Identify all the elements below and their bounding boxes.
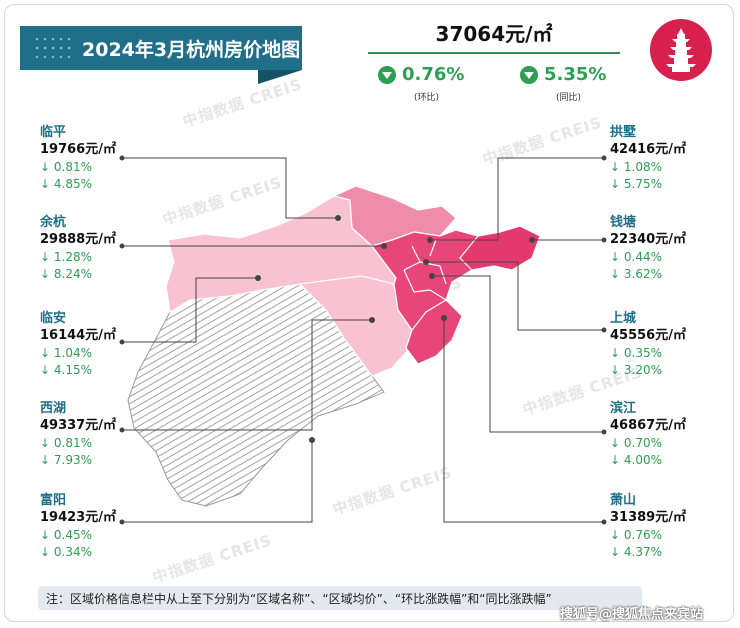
district-mom: ↓ 0.81% — [40, 160, 92, 174]
district-yoy: ↓ 4.15% — [40, 363, 92, 377]
district-name: 上城 — [610, 311, 637, 326]
mom-value: 0.76% — [402, 64, 465, 85]
leader-gongshu — [430, 157, 604, 241]
marker-linan-label — [119, 339, 125, 345]
marker-xiaoshan — [441, 315, 447, 321]
yoy-value: 5.35% — [544, 64, 607, 85]
district-yoy: ↓ 8.24% — [40, 267, 92, 281]
chart-frame — [4, 4, 734, 622]
marker-fuyang-label — [119, 519, 125, 525]
district-price: 22340元/㎡ — [610, 232, 686, 247]
marker-xiaoshan-label — [601, 519, 607, 525]
district-price: 49337元/㎡ — [40, 418, 116, 433]
district-yoy: ↓ 5.75% — [610, 177, 662, 191]
district-label-qiantang: 钱塘 22340元/㎡ ↓ 0.44% ↓ 3.62% — [610, 214, 720, 283]
district-mom: ↓ 1.08% — [610, 160, 662, 174]
marker-xihu — [369, 317, 375, 323]
leader-shangcheng — [426, 261, 604, 331]
marker-linping-label — [119, 155, 125, 161]
district-label-linping: 临平 19766元/㎡ ↓ 0.81% ↓ 4.85% — [40, 124, 150, 193]
district-price: 19766元/㎡ — [40, 142, 116, 157]
district-name: 临安 — [40, 311, 67, 326]
district-name: 滨江 — [610, 401, 637, 416]
district-yoy: ↓ 4.85% — [40, 177, 92, 191]
district-price: 42416元/㎡ — [610, 142, 686, 157]
marker-shangcheng — [423, 259, 429, 265]
district-mom: ↓ 0.44% — [610, 250, 662, 264]
district-name: 临平 — [40, 125, 67, 140]
leader-linan — [122, 277, 258, 343]
decor-dots-icon — [35, 37, 71, 59]
marker-gongshu-label — [601, 155, 607, 161]
district-label-linan: 临安 16144元/㎡ ↓ 1.04% ↓ 4.15% — [40, 310, 150, 379]
district-label-binjiang: 滨江 46867元/㎡ ↓ 0.70% ↓ 4.00% — [610, 400, 720, 469]
district-price: 29888元/㎡ — [40, 232, 116, 247]
marker-binjiang — [429, 273, 435, 279]
district-price: 16144元/㎡ — [40, 328, 116, 343]
footnote-box: 注：区域价格信息栏中从上至下分别为“区域名称”、“区域均价”、“环比涨跌幅”和“… — [38, 586, 642, 610]
marker-yuhang — [381, 243, 387, 249]
district-mom: ↓ 1.04% — [40, 346, 92, 360]
leader-fuyang — [122, 440, 313, 523]
marker-shangcheng-label — [601, 327, 607, 333]
district-mom: ↓ 0.70% — [610, 436, 662, 450]
down-arrow-icon — [520, 66, 538, 84]
district-name: 萧山 — [610, 493, 637, 508]
district-yoy: ↓ 4.37% — [610, 545, 662, 559]
district-label-xihu: 西湖 49337元/㎡ ↓ 0.81% ↓ 7.93% — [40, 400, 150, 469]
district-yoy: ↓ 7.93% — [40, 453, 92, 467]
district-label-xiaoshan: 萧山 31389元/㎡ ↓ 0.76% ↓ 4.37% — [610, 492, 720, 561]
title-banner: 2024年3月杭州房价地图 — [20, 26, 320, 84]
district-price: 46867元/㎡ — [610, 418, 686, 433]
marker-gongshu — [427, 237, 433, 243]
marker-qiantang-label — [601, 237, 607, 243]
district-yoy: ↓ 3.20% — [610, 363, 662, 377]
leader-xiaoshan — [443, 318, 604, 523]
district-yoy: ↓ 4.00% — [610, 453, 662, 467]
district-yoy: ↓ 0.34% — [40, 545, 92, 559]
leader-xihu — [122, 319, 372, 431]
region-qiantang — [459, 225, 541, 271]
region-xiaoshan — [405, 299, 463, 365]
yoy-label: (同比) — [556, 93, 582, 103]
down-arrow-icon — [378, 66, 396, 84]
leader-binjiang — [432, 275, 604, 433]
district-label-fuyang: 富阳 19423元/㎡ ↓ 0.45% ↓ 0.34% — [40, 492, 150, 561]
divider — [368, 52, 620, 54]
marker-linping — [335, 215, 341, 221]
chart-title: 2024年3月杭州房价地图 — [82, 39, 301, 61]
district-name: 钱塘 — [610, 215, 637, 230]
leader-linping — [122, 157, 338, 219]
district-name: 西湖 — [40, 401, 67, 416]
district-label-yuhang: 余杭 29888元/㎡ ↓ 1.28% ↓ 8.24% — [40, 214, 150, 283]
district-name: 富阳 — [40, 493, 67, 508]
pagoda-logo-icon — [650, 19, 712, 81]
source-credit: 搜狐号@搜狐焦点来宾站 — [560, 607, 704, 622]
district-yoy: ↓ 3.62% — [610, 267, 662, 281]
district-price: 45556元/㎡ — [610, 328, 686, 343]
district-label-gongshu: 拱墅 42416元/㎡ ↓ 1.08% ↓ 5.75% — [610, 124, 720, 193]
district-mom: ↓ 0.76% — [610, 528, 662, 542]
district-borders — [403, 239, 447, 301]
district-mom: ↓ 0.81% — [40, 436, 92, 450]
district-name: 拱墅 — [610, 125, 637, 140]
district-mom: ↓ 1.28% — [40, 250, 92, 264]
marker-qiantang — [529, 237, 535, 243]
mom-label: (环比) — [414, 93, 440, 103]
marker-fuyang — [309, 437, 315, 443]
district-name: 余杭 — [40, 215, 67, 230]
district-price: 31389元/㎡ — [610, 510, 686, 525]
marker-linan — [255, 275, 261, 281]
district-mom: ↓ 0.45% — [40, 528, 92, 542]
marker-xihu-label — [119, 427, 125, 433]
district-label-shangcheng: 上城 45556元/㎡ ↓ 0.35% ↓ 3.20% — [610, 310, 720, 379]
marker-binjiang-label — [601, 429, 607, 435]
district-price: 19423元/㎡ — [40, 510, 116, 525]
district-mom: ↓ 0.35% — [610, 346, 662, 360]
footnote-text: 注：区域价格信息栏中从上至下分别为“区域名称”、“区域均价”、“环比涨跌幅”和“… — [46, 592, 552, 606]
marker-yuhang-label — [119, 243, 125, 249]
city-avg-price: 37064元/㎡ — [435, 22, 553, 46]
